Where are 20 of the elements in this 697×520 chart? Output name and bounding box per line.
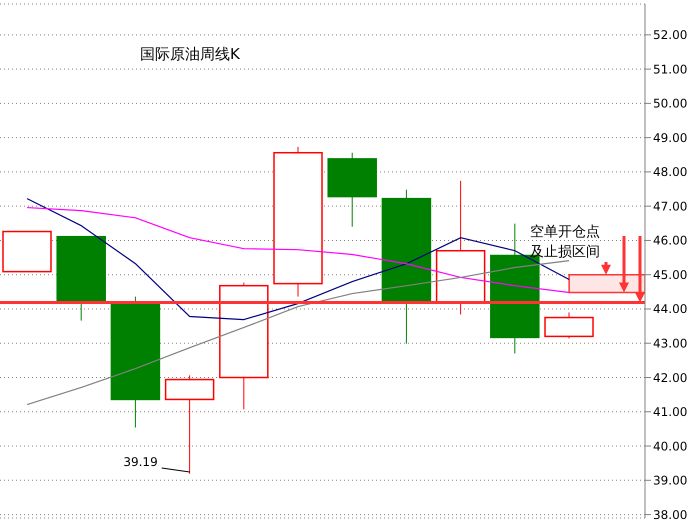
y-tick-label: 40.00 (653, 439, 688, 454)
y-tick-label: 39.00 (653, 474, 688, 488)
y-tick-label: 45.00 (653, 268, 688, 282)
y-tick-label: 42.00 (653, 370, 688, 385)
y-tick-label: 50.00 (653, 96, 688, 111)
y-tick-label: 44.00 (653, 302, 688, 316)
annotation: 39.19 (123, 455, 158, 469)
y-tick-label: 48.00 (653, 165, 688, 180)
y-tick-label: 46.00 (653, 234, 688, 248)
y-tick-label: 47.00 (653, 199, 688, 214)
y-tick-label: 51.00 (653, 62, 688, 76)
y-tick-label: 43.00 (653, 336, 688, 350)
y-tick-label: 49.00 (653, 130, 688, 145)
y-tick-label: 41.00 (653, 405, 688, 420)
line-series (26, 206, 570, 294)
y-tick-label: 38.00 (653, 508, 688, 520)
line-series (26, 198, 570, 320)
text: 国际原油周线K (140, 45, 241, 63)
annotation: 空单开仓点 (530, 224, 600, 240)
y-tick-label: 52.00 (653, 28, 688, 42)
